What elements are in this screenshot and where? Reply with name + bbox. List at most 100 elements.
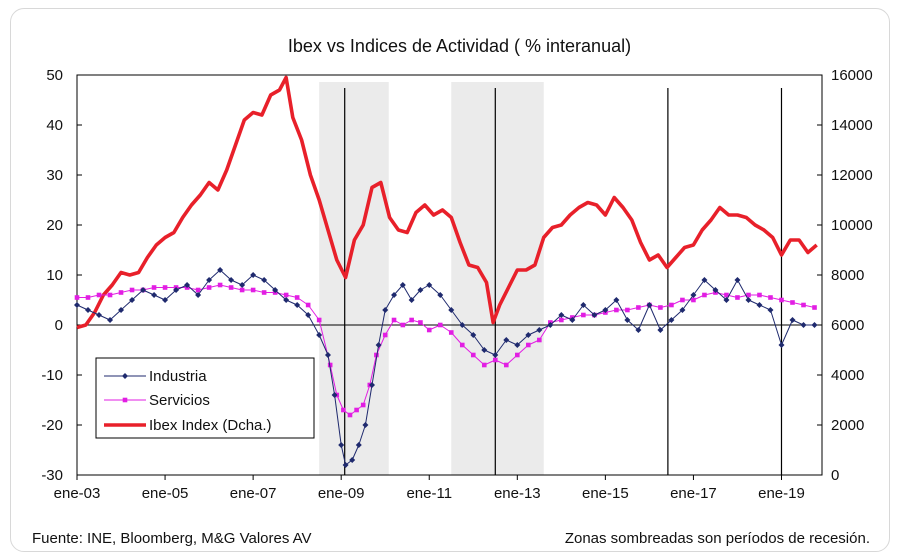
- industria-point-30: [369, 382, 376, 388]
- industria-point-60: [679, 307, 686, 313]
- industria-point-35: [408, 297, 415, 303]
- series-industria: [74, 267, 818, 468]
- servicios-point-4: [118, 290, 124, 295]
- servicios-point-20: [294, 295, 300, 300]
- industria-point-4: [118, 307, 125, 313]
- industria-point-49: [558, 312, 565, 318]
- chart-frame: [10, 8, 890, 552]
- servicios-point-21: [305, 302, 311, 308]
- y-right-tick-label-6: 4000: [831, 367, 864, 384]
- servicios-point-38: [448, 330, 454, 335]
- servicios-point-34: [409, 317, 414, 323]
- servicios-point-28: [360, 402, 366, 408]
- industria-point-61: [690, 292, 697, 298]
- servicios-point-54: [625, 307, 630, 313]
- industria-point-27: [349, 457, 356, 463]
- y-right-tick-label-0: 16000: [831, 67, 873, 84]
- industria-point-63: [712, 287, 719, 293]
- y-right-tick-label-1: 14000: [831, 117, 873, 134]
- legend-marker-industria: [122, 373, 128, 379]
- industria-point-16: [250, 272, 257, 278]
- y-right-tick-label-8: 0: [831, 467, 839, 484]
- servicios-point-59: [680, 297, 685, 303]
- servicios-point-69: [790, 300, 795, 305]
- industria-point-68: [767, 307, 774, 313]
- recession-note: Zonas sombreadas son períodos de recesió…: [564, 530, 870, 547]
- industria-point-50: [569, 317, 576, 323]
- servicios-point-14: [228, 285, 234, 290]
- servicios-point-44: [515, 352, 520, 358]
- industria-point-44: [503, 337, 510, 343]
- industria-point-5: [129, 297, 136, 303]
- industria-point-71: [800, 322, 807, 328]
- x-tick-label-0: ene-03: [54, 485, 101, 502]
- industria-point-62: [701, 277, 708, 283]
- industria-point-14: [228, 277, 235, 283]
- y-right-tick-label-3: 10000: [831, 217, 873, 234]
- industria-point-56: [635, 327, 642, 333]
- x-tick-label-6: ene-15: [582, 485, 629, 502]
- servicios-point-71: [812, 305, 817, 310]
- industria-point-57: [646, 302, 653, 308]
- industria-point-42: [481, 347, 488, 353]
- industria-point-65: [734, 277, 741, 283]
- servicios-point-35: [418, 320, 423, 325]
- legend: Industria Servicios Ibex Index (Dcha.): [95, 357, 315, 439]
- industria-point-6: [140, 287, 147, 293]
- y-right-tick-label-5: 6000: [831, 317, 864, 334]
- servicios-point-66: [757, 292, 762, 298]
- servicios-point-22: [316, 317, 322, 323]
- industria-point-37: [426, 282, 433, 288]
- industria-point-2: [96, 312, 103, 318]
- x-tick-label-4: ene-11: [406, 485, 452, 502]
- x-tick-label-5: ene-13: [494, 485, 541, 502]
- y-right-tick-label-7: 2000: [831, 417, 864, 434]
- y-left-tick-label-6: -10: [41, 367, 63, 384]
- servicios-point-46: [537, 337, 542, 343]
- y-left-tick-label-8: -30: [41, 467, 63, 484]
- industria-point-11: [195, 292, 202, 298]
- industria-point-24: [331, 392, 338, 398]
- servicios-point-12: [206, 285, 212, 290]
- servicios-point-61: [702, 292, 707, 298]
- servicios-point-40: [470, 352, 476, 358]
- industria-point-54: [613, 297, 620, 303]
- industria-point-34: [399, 282, 406, 288]
- industria-point-39: [448, 307, 455, 313]
- y-left-tick-label-7: -20: [41, 417, 63, 434]
- industria-point-55: [624, 317, 631, 323]
- industria-point-40: [459, 322, 466, 328]
- servicios-point-15: [239, 287, 245, 293]
- servicios-point-58: [669, 302, 674, 308]
- industria-point-22: [316, 332, 323, 338]
- servicios-point-13: [217, 282, 223, 288]
- industria-point-70: [789, 317, 796, 323]
- industria-point-43: [492, 352, 499, 358]
- industria-point-21: [305, 312, 312, 318]
- y-left-tick-label-0: 50: [46, 67, 63, 84]
- industria-point-25: [338, 442, 345, 448]
- industria-point-53: [602, 307, 609, 313]
- servicios-point-8: [162, 285, 168, 290]
- industria-point-17: [261, 277, 268, 283]
- industria-point-29: [362, 422, 369, 428]
- servicios-point-60: [691, 297, 696, 303]
- servicios-point-45: [526, 342, 531, 348]
- x-tick-label-7: ene-17: [670, 485, 717, 502]
- y-right-tick-label-2: 12000: [831, 167, 873, 184]
- industria-point-66: [745, 297, 752, 303]
- series-ibex: [76, 75, 818, 330]
- servicios-point-37: [437, 322, 443, 328]
- industria-point-8: [162, 297, 169, 303]
- servicios-point-5: [129, 287, 135, 293]
- industria-point-69: [778, 342, 785, 348]
- industria-point-9: [173, 287, 180, 293]
- industria-point-72: [811, 322, 818, 328]
- industria-point-32: [382, 307, 389, 313]
- chart-title: Ibex vs Indices de Actividad ( % interan…: [288, 36, 631, 56]
- y-left-tick-label-1: 40: [46, 117, 63, 134]
- industria-point-19: [283, 297, 290, 303]
- legend-label-servicios: Servicios: [149, 392, 210, 409]
- industria-point-47: [536, 327, 543, 333]
